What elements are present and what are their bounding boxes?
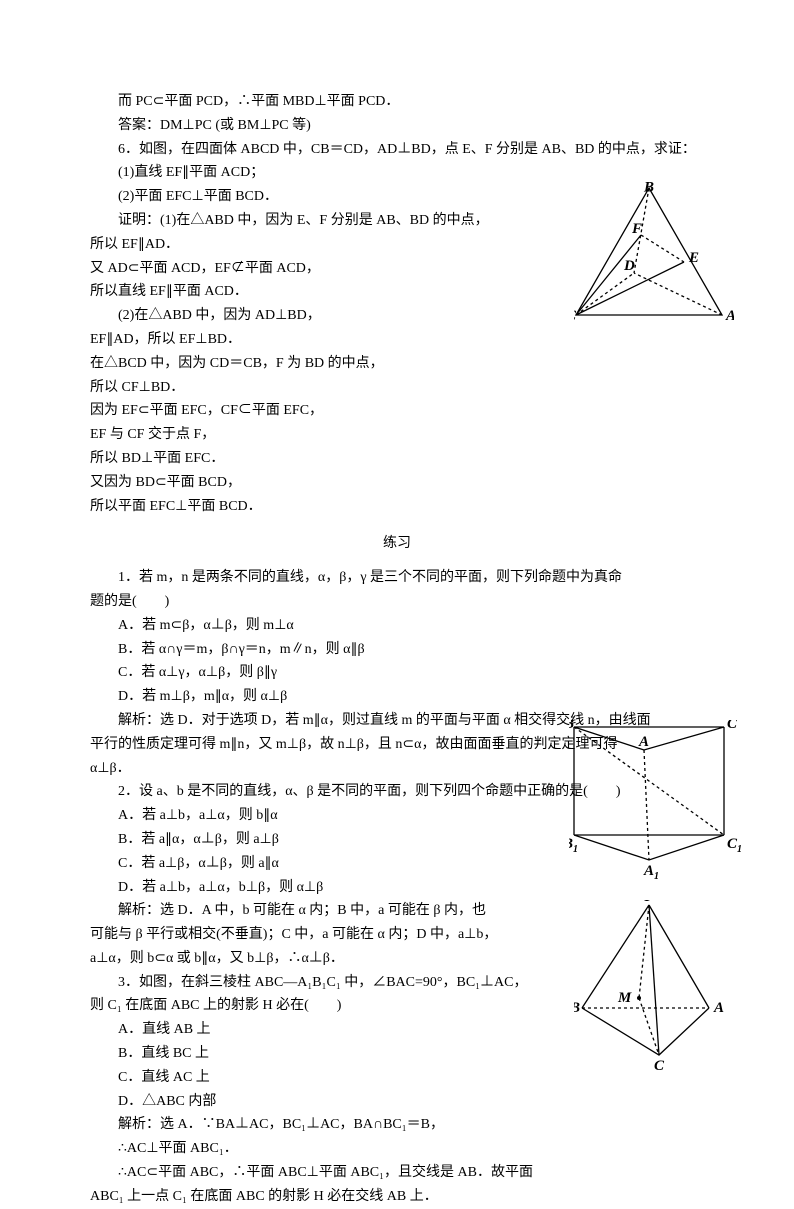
line: 在△BCD 中，因为 CD＝CB，F 为 BD 的中点， xyxy=(90,352,704,376)
line: D．△ABC 内部 xyxy=(90,1090,704,1114)
prism-figure: B C A B1 C1 A1 xyxy=(569,720,744,880)
svg-text:C: C xyxy=(727,720,738,732)
line: 所以平面 EFC⊥平面 BCD． xyxy=(90,495,704,519)
tetrahedron-pabc-figure: P A B C M xyxy=(574,900,729,1070)
svg-text:A: A xyxy=(725,308,734,324)
line: EF 与 CF 交于点 F， xyxy=(90,423,704,447)
line: 1．若 m，n 是两条不同的直线，α，β，γ 是三个不同的平面，则下列命题中为真… xyxy=(90,566,704,590)
line: 所以 CF⊥BD． xyxy=(90,376,704,400)
svg-text:C: C xyxy=(654,1058,665,1070)
line: B．若 α∩γ＝m，β∩γ＝n，m∥n，则 α∥β xyxy=(90,638,704,662)
svg-text:E: E xyxy=(688,250,699,266)
line: 又因为 BD⊂平面 BCD， xyxy=(90,471,704,495)
line: 所以 BD⊥平面 EFC． xyxy=(90,447,704,471)
svg-text:B1: B1 xyxy=(569,836,578,855)
svg-text:C1: C1 xyxy=(727,836,742,855)
line: 答案：DM⊥PC (或 BM⊥PC 等) xyxy=(90,114,704,138)
svg-text:P: P xyxy=(644,900,654,905)
tetrahedron-figure: B A C D E F xyxy=(574,180,734,335)
svg-text:B: B xyxy=(574,1000,580,1016)
section-title: 练习 xyxy=(90,532,704,556)
svg-text:F: F xyxy=(631,221,642,237)
line: ∴AC⊥平面 ABC₁． xyxy=(90,1137,704,1161)
svg-text:A: A xyxy=(713,1000,724,1016)
line: 而 PC⊂平面 PCD，∴平面 MBD⊥平面 PCD． xyxy=(90,90,704,114)
line: 因为 EF⊂平面 EFC，CF⊂平面 EFC， xyxy=(90,399,704,423)
line: 6．如图，在四面体 ABCD 中，CB＝CD，AD⊥BD，点 E、F 分别是 A… xyxy=(90,138,704,162)
line: 解析：选 A．∵BA⊥AC，BC₁⊥AC，BA∩BC₁＝B， xyxy=(90,1113,704,1137)
line: 题的是( ) xyxy=(90,590,704,614)
svg-text:C: C xyxy=(574,308,577,324)
svg-text:B: B xyxy=(569,720,574,732)
svg-text:A: A xyxy=(638,734,649,750)
line: ABC₁ 上一点 C₁ 在底面 ABC 的射影 H 必在交线 AB 上． xyxy=(90,1185,704,1209)
svg-text:B: B xyxy=(643,180,654,196)
line: D．若 m⊥β，m∥α，则 α⊥β xyxy=(90,685,704,709)
line: C．若 α⊥γ，α⊥β，则 β∥γ xyxy=(90,661,704,685)
line: ∴AC⊂平面 ABC，∴平面 ABC⊥平面 ABC₁，且交线是 AB．故平面 xyxy=(90,1161,704,1185)
svg-text:M: M xyxy=(617,990,632,1006)
line: A．若 m⊂β，α⊥β，则 m⊥α xyxy=(90,614,704,638)
svg-text:D: D xyxy=(623,258,635,274)
svg-text:A1: A1 xyxy=(643,863,659,880)
